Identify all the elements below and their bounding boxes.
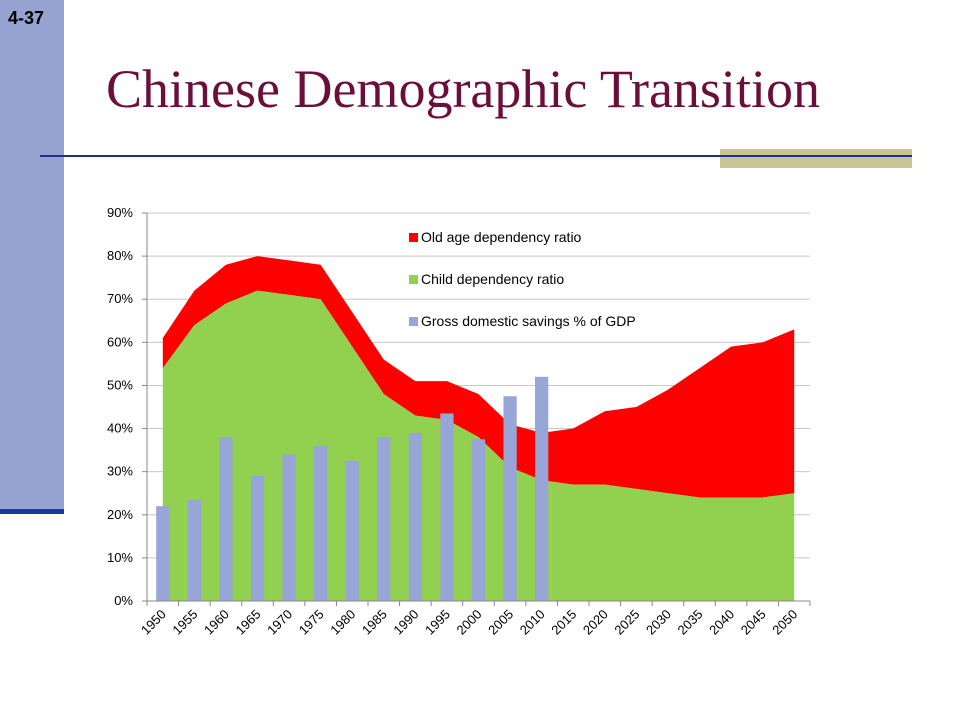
x-tick-label: 2030 xyxy=(643,607,674,638)
accent-rule xyxy=(720,155,912,157)
slide-title: Chinese Demographic Transition xyxy=(106,59,820,119)
savings-bars xyxy=(156,376,549,601)
legend-label: Gross domestic savings % of GDP xyxy=(421,313,636,329)
x-tick-label: 2045 xyxy=(738,607,769,638)
sidebar-band xyxy=(0,0,64,512)
savings-bar xyxy=(535,376,549,601)
x-tick-label: 1975 xyxy=(296,607,327,638)
x-tick-label: 2020 xyxy=(580,607,611,638)
legend-swatch xyxy=(409,317,418,326)
legend: Old age dependency ratio Child dependency… xyxy=(409,229,636,329)
y-tick-label: 40% xyxy=(107,421,133,436)
y-tick-label: 90% xyxy=(107,205,133,220)
y-tick-label: 30% xyxy=(107,464,133,479)
savings-bar xyxy=(503,396,517,601)
axes xyxy=(142,212,811,606)
x-tick-label: 1995 xyxy=(422,607,453,638)
y-tick-label: 10% xyxy=(107,550,133,565)
savings-bar xyxy=(440,413,454,601)
x-tick-label: 2000 xyxy=(454,607,485,638)
x-tick-label: 1980 xyxy=(327,607,358,638)
x-tick-label: 1960 xyxy=(201,607,232,638)
savings-bar xyxy=(314,445,328,601)
x-tick-label: 2015 xyxy=(548,607,579,638)
x-tick-label: 1965 xyxy=(233,607,264,638)
x-tick-label: 2050 xyxy=(769,607,800,638)
y-tick-labels: 0% 10% 20% 30% 40% 50% 60% 70% 80% 90% xyxy=(107,205,133,608)
legend-swatch xyxy=(409,275,418,284)
savings-bar xyxy=(471,439,486,601)
savings-bar xyxy=(219,437,233,601)
x-tick-label: 1985 xyxy=(359,607,390,638)
savings-bar xyxy=(345,460,359,601)
x-tick-label: 2005 xyxy=(485,607,516,638)
accent-block xyxy=(720,149,912,168)
y-tick-label: 70% xyxy=(107,291,133,306)
savings-bar xyxy=(187,499,201,601)
x-tick-label: 1955 xyxy=(169,607,200,638)
y-tick-label: 60% xyxy=(107,334,133,349)
title-rule xyxy=(40,155,912,157)
x-tick-label: 1970 xyxy=(264,607,295,638)
savings-bar xyxy=(282,454,296,601)
savings-bar xyxy=(408,432,422,601)
savings-bar xyxy=(250,475,265,601)
y-tick-label: 80% xyxy=(107,248,133,263)
slide-number: 4-37 xyxy=(8,8,45,28)
x-tick-label: 2025 xyxy=(611,607,642,638)
legend-label: Child dependency ratio xyxy=(421,271,564,287)
legend-label: Old age dependency ratio xyxy=(421,229,582,245)
series-old-age-dependency-area xyxy=(162,256,795,498)
legend-swatch xyxy=(409,233,418,242)
x-tick-labels: 1950 1955 1960 1965 1970 1975 1980 1985 1990 1995… xyxy=(138,607,800,638)
y-tick-label: 0% xyxy=(114,593,133,608)
x-tick-label: 2010 xyxy=(517,607,548,638)
x-tick-label: 2035 xyxy=(675,607,706,638)
sidebar-band-base xyxy=(0,509,64,514)
x-tick-label: 1950 xyxy=(138,607,169,638)
y-tick-label: 20% xyxy=(107,507,133,522)
x-tick-label: 2040 xyxy=(706,607,737,638)
x-tick-label: 1990 xyxy=(390,607,421,638)
y-tick-label: 50% xyxy=(107,377,133,392)
savings-bar xyxy=(377,437,391,601)
savings-bar xyxy=(156,506,170,601)
